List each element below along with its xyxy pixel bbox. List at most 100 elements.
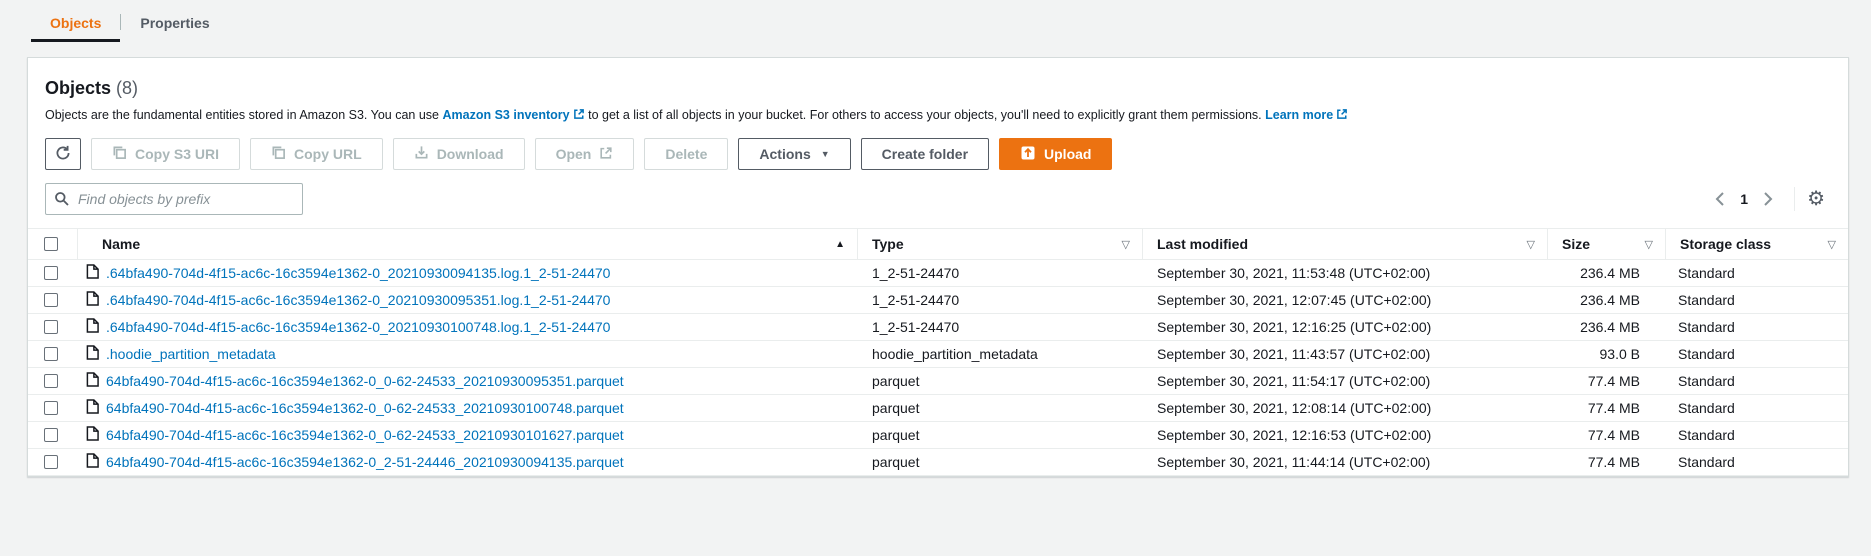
object-type: parquet bbox=[858, 394, 1143, 422]
object-last-modified: September 30, 2021, 11:44:14 (UTC+02:00) bbox=[1143, 448, 1548, 476]
upload-icon bbox=[1020, 145, 1036, 164]
file-icon bbox=[86, 318, 99, 336]
actions-button[interactable]: Actions ▼ bbox=[738, 138, 851, 170]
external-link-icon bbox=[599, 146, 613, 163]
object-type: parquet bbox=[858, 421, 1143, 449]
object-type: parquet bbox=[858, 367, 1143, 395]
object-name-link[interactable]: .64bfa490-704d-4f15-ac6c-16c3594e1362-0_… bbox=[106, 292, 611, 308]
object-size: 93.0 B bbox=[1548, 340, 1666, 368]
pagination: 1 ⚙ bbox=[1706, 187, 1825, 211]
object-name-link[interactable]: 64bfa490-704d-4f15-ac6c-16c3594e1362-0_0… bbox=[106, 373, 624, 389]
objects-panel: Objects (8) Objects are the fundamental … bbox=[27, 57, 1849, 477]
preferences-gear-icon[interactable]: ⚙ bbox=[1807, 188, 1825, 210]
column-header-name[interactable]: Name ▲ bbox=[78, 228, 858, 260]
row-checkbox[interactable] bbox=[44, 266, 58, 280]
download-icon bbox=[414, 145, 429, 163]
open-button[interactable]: Open bbox=[534, 138, 635, 170]
search-row: 1 ⚙ bbox=[45, 183, 1828, 215]
file-icon bbox=[86, 264, 99, 282]
object-size: 77.4 MB bbox=[1548, 394, 1666, 422]
object-last-modified: September 30, 2021, 11:53:48 (UTC+02:00) bbox=[1143, 259, 1548, 287]
object-storage-class: Standard bbox=[1666, 367, 1848, 395]
object-size: 77.4 MB bbox=[1548, 421, 1666, 449]
amazon-s3-inventory-link[interactable]: Amazon S3 inventory bbox=[443, 108, 585, 122]
file-icon bbox=[86, 426, 99, 444]
description-text-middle: to get a list of all objects in your buc… bbox=[588, 108, 1262, 122]
copy-s3-uri-button[interactable]: Copy S3 URI bbox=[91, 138, 241, 170]
table-row: .hoodie_partition_metadata hoodie_partit… bbox=[28, 340, 1848, 368]
tab-objects[interactable]: Objects bbox=[31, 6, 121, 42]
file-icon bbox=[86, 291, 99, 309]
row-checkbox[interactable] bbox=[44, 347, 58, 361]
delete-button[interactable]: Delete bbox=[644, 138, 729, 170]
tab-bar: Objects Properties bbox=[31, 0, 1871, 42]
refresh-icon bbox=[55, 145, 71, 164]
object-last-modified: September 30, 2021, 11:43:57 (UTC+02:00) bbox=[1143, 340, 1548, 368]
row-checkbox[interactable] bbox=[44, 401, 58, 415]
external-link-icon bbox=[1336, 108, 1348, 123]
object-name-link[interactable]: .64bfa490-704d-4f15-ac6c-16c3594e1362-0_… bbox=[106, 319, 611, 335]
column-header-storage-class[interactable]: Storage class ▽ bbox=[1666, 228, 1848, 260]
table-row: 64bfa490-704d-4f15-ac6c-16c3594e1362-0_0… bbox=[28, 421, 1848, 449]
refresh-button[interactable] bbox=[45, 138, 81, 170]
column-header-size[interactable]: Size ▽ bbox=[1548, 228, 1666, 260]
column-header-type[interactable]: Type ▽ bbox=[858, 228, 1143, 260]
download-button[interactable]: Download bbox=[392, 138, 525, 170]
upload-button[interactable]: Upload bbox=[999, 138, 1113, 170]
filter-icon[interactable]: ▽ bbox=[1644, 238, 1653, 251]
learn-more-link[interactable]: Learn more bbox=[1265, 108, 1348, 122]
search-box bbox=[45, 183, 303, 215]
object-type: 1_2-51-24470 bbox=[858, 286, 1143, 314]
object-storage-class: Standard bbox=[1666, 421, 1848, 449]
current-page-number: 1 bbox=[1740, 191, 1749, 207]
object-last-modified: September 30, 2021, 11:54:17 (UTC+02:00) bbox=[1143, 367, 1548, 395]
table-row: 64bfa490-704d-4f15-ac6c-16c3594e1362-0_0… bbox=[28, 394, 1848, 422]
panel-description: Objects are the fundamental entities sto… bbox=[45, 108, 1828, 123]
next-page-button[interactable] bbox=[1754, 188, 1782, 210]
copy-icon bbox=[112, 145, 127, 163]
object-type: parquet bbox=[858, 448, 1143, 476]
table-row: 64bfa490-704d-4f15-ac6c-16c3594e1362-0_0… bbox=[28, 367, 1848, 395]
object-name-link[interactable]: 64bfa490-704d-4f15-ac6c-16c3594e1362-0_0… bbox=[106, 427, 624, 443]
object-name-link[interactable]: 64bfa490-704d-4f15-ac6c-16c3594e1362-0_0… bbox=[106, 400, 624, 416]
object-size: 236.4 MB bbox=[1548, 259, 1666, 287]
file-icon bbox=[86, 453, 99, 471]
select-all-checkbox[interactable] bbox=[44, 237, 58, 251]
object-storage-class: Standard bbox=[1666, 259, 1848, 287]
pagination-divider bbox=[1794, 187, 1796, 211]
create-folder-button[interactable]: Create folder bbox=[860, 138, 990, 170]
object-storage-class: Standard bbox=[1666, 394, 1848, 422]
object-size: 77.4 MB bbox=[1548, 448, 1666, 476]
object-name-link[interactable]: 64bfa490-704d-4f15-ac6c-16c3594e1362-0_2… bbox=[106, 454, 624, 470]
objects-table: Name ▲ Type ▽ Last modified ▽ Size ▽ Sto… bbox=[28, 228, 1848, 476]
filter-icon[interactable]: ▽ bbox=[1121, 238, 1130, 251]
table-header-row: Name ▲ Type ▽ Last modified ▽ Size ▽ Sto… bbox=[28, 228, 1848, 260]
object-size: 236.4 MB bbox=[1548, 313, 1666, 341]
table-row: 64bfa490-704d-4f15-ac6c-16c3594e1362-0_2… bbox=[28, 448, 1848, 476]
row-checkbox[interactable] bbox=[44, 455, 58, 469]
row-checkbox[interactable] bbox=[44, 428, 58, 442]
object-name-link[interactable]: .hoodie_partition_metadata bbox=[106, 346, 276, 362]
tab-properties[interactable]: Properties bbox=[140, 14, 210, 31]
column-header-last-modified[interactable]: Last modified ▽ bbox=[1143, 228, 1548, 260]
panel-title: Objects (8) bbox=[45, 78, 1828, 99]
object-storage-class: Standard bbox=[1666, 340, 1848, 368]
table-row: .64bfa490-704d-4f15-ac6c-16c3594e1362-0_… bbox=[28, 286, 1848, 314]
table-row: .64bfa490-704d-4f15-ac6c-16c3594e1362-0_… bbox=[28, 313, 1848, 341]
find-objects-input[interactable] bbox=[45, 183, 303, 215]
sort-ascending-icon: ▲ bbox=[835, 238, 845, 250]
object-rows: .64bfa490-704d-4f15-ac6c-16c3594e1362-0_… bbox=[28, 259, 1848, 476]
table-row: .64bfa490-704d-4f15-ac6c-16c3594e1362-0_… bbox=[28, 259, 1848, 287]
previous-page-button[interactable] bbox=[1706, 188, 1734, 210]
copy-url-button[interactable]: Copy URL bbox=[250, 138, 383, 170]
filter-icon[interactable]: ▽ bbox=[1526, 238, 1535, 251]
object-storage-class: Standard bbox=[1666, 448, 1848, 476]
object-type: 1_2-51-24470 bbox=[858, 313, 1143, 341]
row-checkbox[interactable] bbox=[44, 320, 58, 334]
object-name-link[interactable]: .64bfa490-704d-4f15-ac6c-16c3594e1362-0_… bbox=[106, 265, 611, 281]
object-toolbar: Copy S3 URI Copy URL Download Open Delet… bbox=[45, 138, 1828, 170]
row-checkbox[interactable] bbox=[44, 293, 58, 307]
filter-icon[interactable]: ▽ bbox=[1827, 238, 1836, 251]
file-icon bbox=[86, 399, 99, 417]
row-checkbox[interactable] bbox=[44, 374, 58, 388]
